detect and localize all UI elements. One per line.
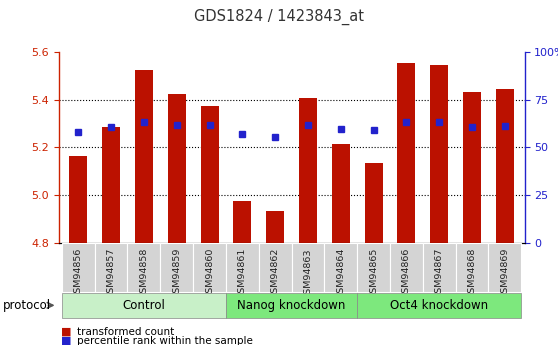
Text: GSM94868: GSM94868 [468, 248, 477, 299]
Text: GSM94865: GSM94865 [369, 248, 378, 299]
Bar [62, 293, 226, 318]
Text: ■: ■ [61, 336, 72, 345]
Text: GSM94858: GSM94858 [140, 248, 148, 299]
Bar [456, 243, 488, 292]
Text: GSM94861: GSM94861 [238, 248, 247, 299]
Bar [390, 243, 423, 292]
Bar [226, 293, 357, 318]
Bar [127, 243, 160, 292]
Bar [357, 243, 390, 292]
Text: transformed count: transformed count [77, 327, 174, 337]
Text: GDS1824 / 1423843_at: GDS1824 / 1423843_at [194, 9, 364, 25]
Bar [259, 243, 291, 292]
Bar [299, 98, 317, 243]
Bar [463, 92, 481, 243]
Bar [226, 243, 259, 292]
Bar [357, 293, 521, 318]
Text: protocol: protocol [3, 299, 51, 312]
Text: GSM94860: GSM94860 [205, 248, 214, 299]
Bar [332, 144, 350, 243]
Text: Nanog knockdown: Nanog knockdown [237, 299, 346, 312]
Bar [160, 243, 193, 292]
Bar [266, 211, 284, 243]
Text: GSM94864: GSM94864 [336, 248, 345, 299]
Text: Oct4 knockdown: Oct4 knockdown [390, 299, 488, 312]
Bar [200, 106, 219, 243]
Text: GSM94856: GSM94856 [74, 248, 83, 299]
Text: GSM94859: GSM94859 [172, 248, 181, 299]
Text: Control: Control [122, 299, 165, 312]
Bar [102, 127, 120, 243]
Bar [423, 243, 456, 292]
Bar [397, 62, 415, 243]
Bar [95, 243, 127, 292]
Text: GSM94867: GSM94867 [435, 248, 444, 299]
Bar [69, 156, 87, 243]
Bar [324, 243, 357, 292]
Text: GSM94862: GSM94862 [271, 248, 280, 299]
Text: GSM94857: GSM94857 [107, 248, 116, 299]
Bar [291, 243, 324, 292]
Bar [62, 243, 95, 292]
Bar [496, 89, 514, 243]
Bar [364, 163, 383, 243]
Text: GSM94863: GSM94863 [304, 248, 312, 299]
Bar [430, 65, 448, 243]
Text: percentile rank within the sample: percentile rank within the sample [77, 336, 253, 345]
Text: GSM94869: GSM94869 [501, 248, 509, 299]
Text: ■: ■ [61, 327, 72, 337]
Bar [168, 93, 186, 243]
Bar [193, 243, 226, 292]
Text: GSM94866: GSM94866 [402, 248, 411, 299]
Bar [233, 201, 251, 243]
Bar [488, 243, 521, 292]
Bar [135, 70, 153, 243]
